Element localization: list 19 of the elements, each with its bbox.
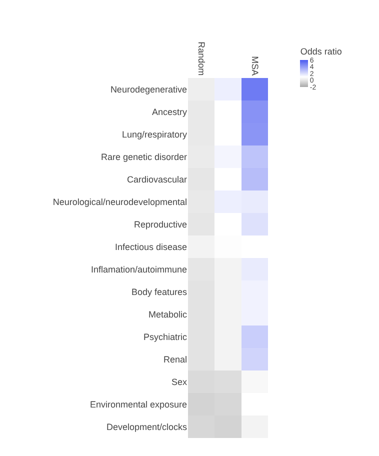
y-tick-label: Neurodegenerative: [110, 84, 187, 94]
y-tick-label: Rare genetic disorder: [100, 152, 187, 162]
y-tick-label: Environmental exposure: [90, 399, 187, 410]
legend-title: Odds ratio: [300, 46, 342, 57]
y-tick-label: Infectious disease: [114, 242, 187, 252]
y-tick-label: Ancestry: [152, 106, 188, 117]
y-tick-label: Development/clocks: [106, 422, 188, 432]
y-tick-label: Neurological/neurodevelopmental: [52, 196, 187, 207]
y-tick-label: Inflamation/autoimmune: [90, 264, 187, 274]
x-tick-label: Random: [196, 42, 206, 76]
y-tick-label: Cardiovascular: [126, 174, 187, 184]
x-tick-label: MSA: [250, 56, 260, 76]
y-tick-label: Reproductive: [134, 219, 187, 230]
y-tick-label: Renal: [163, 354, 187, 364]
y-tick-label: Metabolic: [148, 309, 188, 320]
y-tick-label: Psychiatric: [143, 332, 188, 342]
y-tick-label: Sex: [171, 376, 188, 387]
y-tick-label: Body features: [131, 286, 188, 297]
y-tick-label: Lung/respiratory: [122, 129, 188, 140]
